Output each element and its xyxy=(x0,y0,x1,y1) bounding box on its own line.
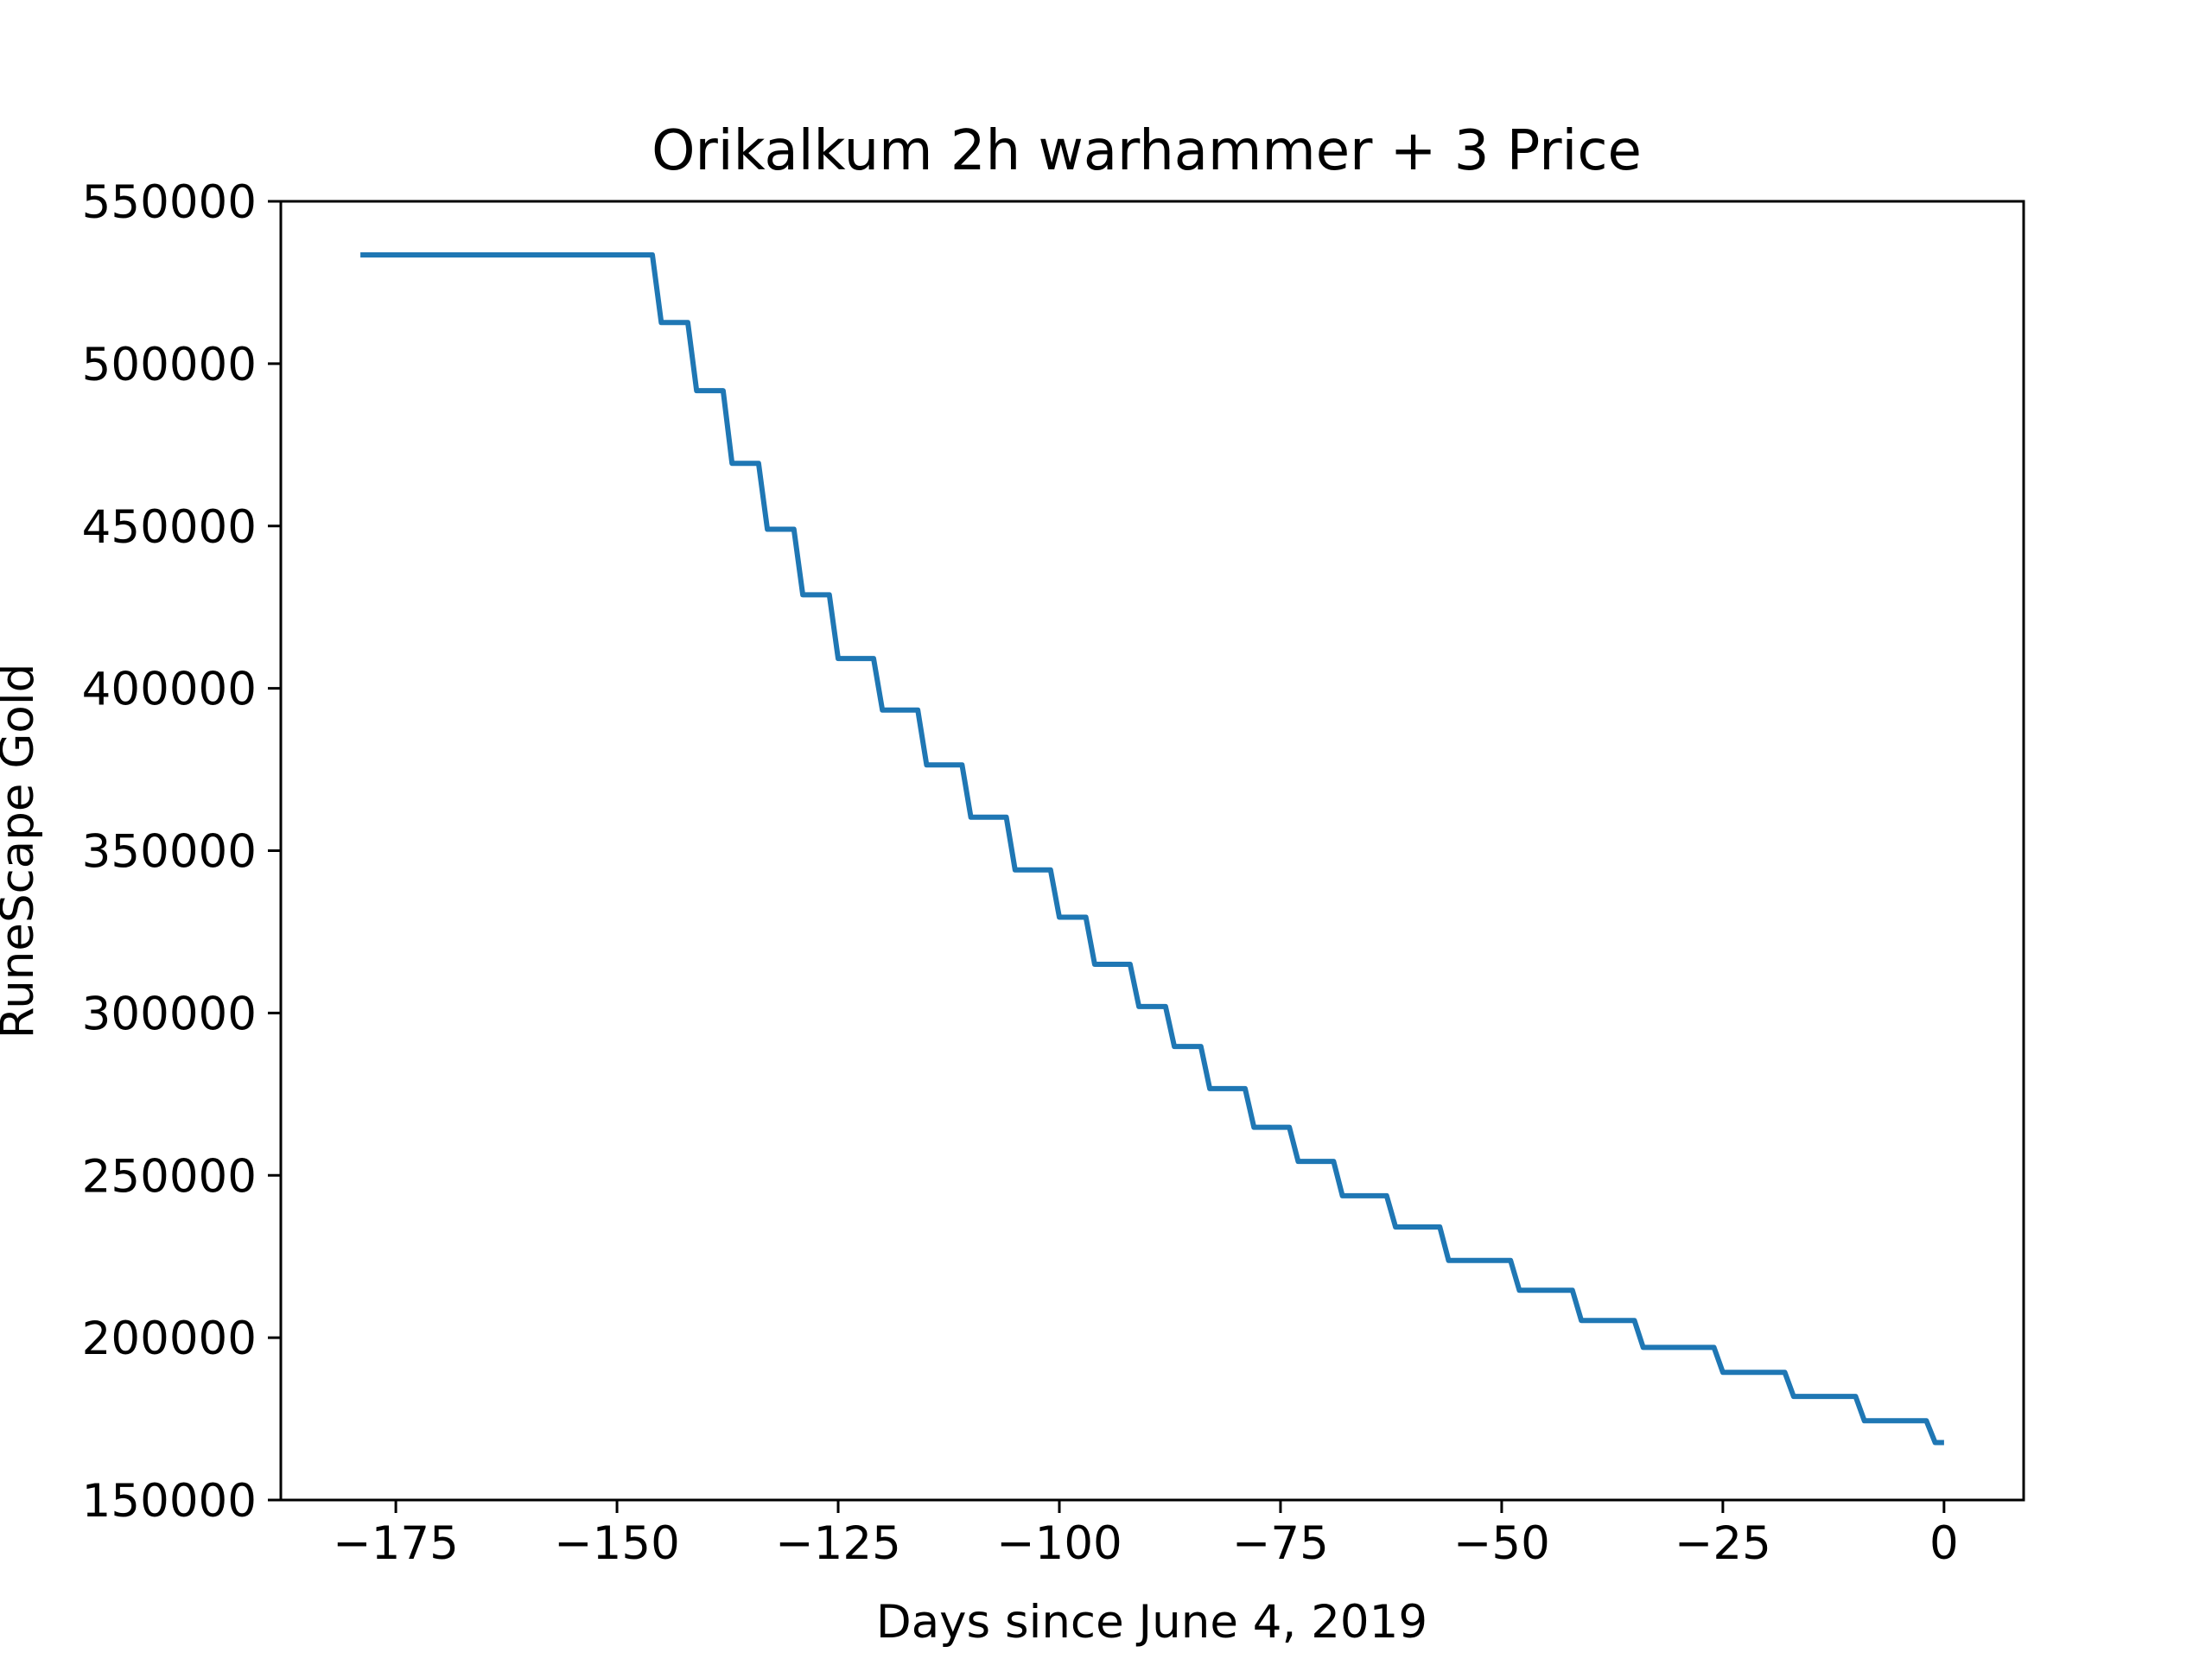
x-tick-label: −125 xyxy=(775,1517,901,1570)
x-tick-label: 0 xyxy=(1929,1517,1959,1570)
y-tick-label: 300000 xyxy=(82,988,257,1040)
x-axis-label: Days since June 4, 2019 xyxy=(876,1596,1427,1649)
y-tick-label: 550000 xyxy=(82,176,257,229)
axis-ticks: −175 −150 −125 −100 −75 −50 −25 0 150000 200000 25… xyxy=(82,176,1959,1570)
y-axis-label: RuneScape Gold xyxy=(0,664,44,1039)
chart-title: Orikalkum 2h warhammer + 3 Price xyxy=(652,119,1642,183)
x-tick-label: −100 xyxy=(996,1517,1122,1570)
y-tick-label: 200000 xyxy=(82,1313,257,1365)
x-tick-label: −25 xyxy=(1675,1517,1771,1570)
y-tick-label: 350000 xyxy=(82,826,257,879)
plot-area-frame xyxy=(279,200,2025,1502)
x-tick-label: −50 xyxy=(1453,1517,1550,1570)
y-tick-label: 400000 xyxy=(82,664,257,716)
y-tick-label: 500000 xyxy=(82,339,257,391)
price-series-line xyxy=(360,252,1944,1446)
y-tick-label: 450000 xyxy=(82,501,257,554)
y-tick-label: 250000 xyxy=(82,1150,257,1203)
x-tick-label: −175 xyxy=(333,1517,459,1570)
x-tick-label: −75 xyxy=(1232,1517,1329,1570)
y-tick-label: 150000 xyxy=(82,1475,257,1528)
x-tick-label: −150 xyxy=(554,1517,680,1570)
